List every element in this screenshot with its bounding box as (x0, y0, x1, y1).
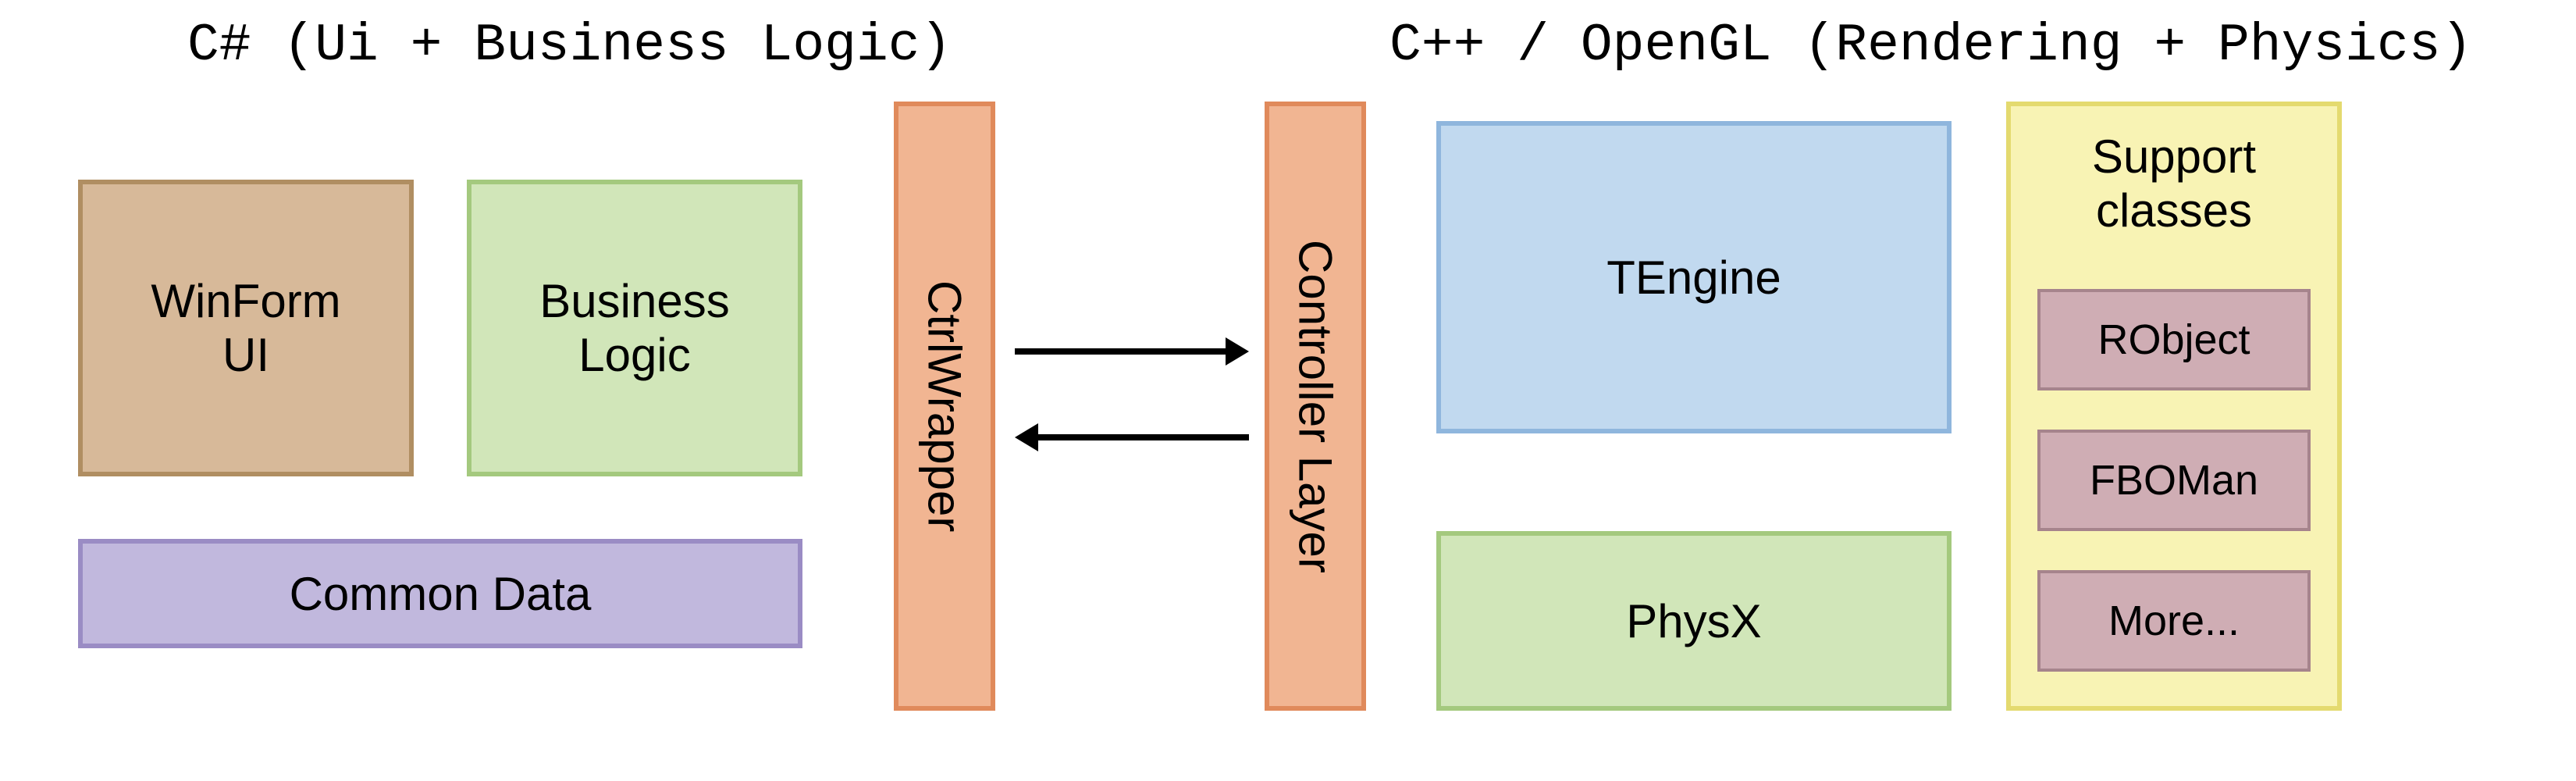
box-label: TEngine (1606, 251, 1781, 305)
box-label: More... (2108, 597, 2240, 645)
box-label: Controller Layer (1289, 240, 1343, 573)
box-label: WinForm UI (151, 274, 340, 382)
arrow-right-shaft (1015, 348, 1226, 355)
support-item-fboman: FBOMan (2037, 430, 2311, 531)
box-label: FBOMan (2090, 456, 2258, 505)
box-label: Common Data (290, 567, 592, 621)
box-winform-ui: WinForm UI (78, 180, 414, 476)
box-label: PhysX (1626, 594, 1761, 648)
box-controller-layer: Controller Layer (1265, 102, 1366, 711)
box-business-logic: Business Logic (467, 180, 802, 476)
support-item-more: More... (2037, 570, 2311, 672)
box-tengine: TEngine (1436, 121, 1952, 433)
box-ctrlwrapper: CtrlWrapper (894, 102, 995, 711)
box-label: Business Logic (539, 274, 729, 382)
heading-csharp: C# (Ui + Business Logic) (187, 16, 952, 76)
arrow-right-head (1226, 337, 1249, 366)
box-label: Support classes (2092, 130, 2256, 237)
support-item-robject: RObject (2037, 289, 2311, 390)
heading-cpp: C++ / OpenGL (Rendering + Physics) (1389, 16, 2472, 76)
box-label: RObject (2097, 316, 2250, 364)
box-label: CtrlWrapper (918, 280, 972, 532)
box-physx: PhysX (1436, 531, 1952, 711)
arrow-left-head (1015, 423, 1038, 451)
arrow-left-shaft (1038, 434, 1249, 440)
box-common-data: Common Data (78, 539, 802, 648)
